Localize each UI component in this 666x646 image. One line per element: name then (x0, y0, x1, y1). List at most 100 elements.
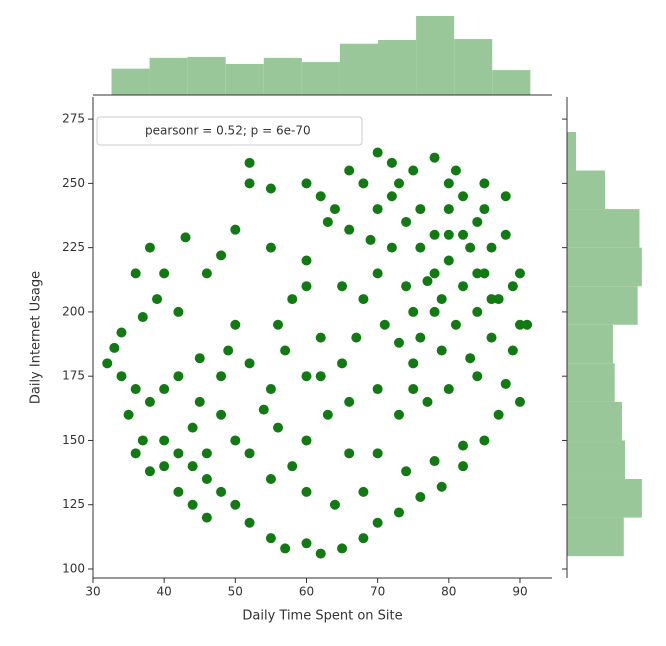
point (514, 396, 525, 407)
point (322, 216, 333, 227)
x-tick-label: 90 (512, 585, 527, 599)
point (422, 396, 433, 407)
point (216, 486, 227, 497)
hist-bar (567, 479, 642, 518)
point (408, 306, 419, 317)
hist-bar (567, 247, 642, 287)
point (230, 435, 241, 446)
point (408, 358, 419, 369)
point (479, 178, 490, 189)
point (372, 517, 383, 528)
point (344, 165, 355, 176)
point (130, 384, 141, 395)
point (329, 499, 340, 510)
point (415, 332, 426, 343)
point (472, 371, 483, 382)
point (358, 486, 369, 497)
point (123, 409, 134, 420)
point (522, 319, 533, 330)
point (372, 268, 383, 279)
point (379, 319, 390, 330)
point (365, 234, 376, 245)
point (394, 507, 404, 518)
point (479, 268, 490, 279)
point (301, 255, 312, 266)
point (301, 486, 312, 497)
point (216, 371, 227, 382)
point (465, 353, 476, 364)
point (301, 178, 312, 189)
x-tick-label: 70 (370, 585, 385, 599)
hist-bar (149, 57, 188, 95)
point (194, 353, 205, 364)
point (450, 319, 461, 330)
point (144, 466, 155, 477)
point (265, 474, 276, 485)
point (372, 204, 383, 215)
point (173, 306, 184, 317)
x-tick-label: 80 (441, 585, 456, 599)
x-axis-label: Daily Time Spent on Site (242, 609, 402, 624)
point (216, 409, 227, 420)
x-tick-label: 60 (299, 585, 314, 599)
point (337, 358, 348, 369)
point (265, 183, 276, 194)
point (315, 371, 326, 382)
point (280, 345, 291, 356)
point (273, 422, 284, 433)
point (116, 371, 127, 382)
point (201, 474, 212, 485)
y-tick-label: 175 (62, 369, 85, 383)
hist-bar (378, 39, 417, 95)
point (216, 250, 227, 261)
point (116, 327, 127, 338)
point (514, 319, 525, 330)
point (159, 461, 170, 472)
point (201, 448, 212, 459)
point (479, 435, 490, 446)
point (372, 448, 383, 459)
point (180, 232, 191, 243)
point (500, 229, 511, 240)
point (507, 281, 518, 292)
point (351, 332, 362, 343)
point (159, 435, 170, 446)
point (358, 533, 369, 544)
legend-box (96, 116, 363, 146)
point (394, 178, 404, 189)
y-tick-label: 250 (62, 176, 85, 190)
point (337, 281, 348, 292)
point (401, 281, 412, 292)
point (159, 384, 170, 395)
point (102, 358, 113, 369)
point (493, 294, 504, 305)
hist-bar (567, 131, 577, 171)
point (429, 306, 440, 317)
y-axis-label: Daily Internet Usage (29, 271, 44, 404)
hist-bar (567, 363, 615, 402)
point (514, 268, 525, 279)
hist-bar (567, 324, 613, 364)
point (386, 242, 397, 253)
point (187, 461, 198, 472)
point (372, 384, 383, 395)
point (194, 396, 205, 407)
point (443, 178, 454, 189)
point (187, 499, 198, 510)
point (265, 384, 276, 395)
point (230, 224, 241, 235)
point (436, 481, 447, 492)
point (436, 345, 447, 356)
point (258, 404, 269, 415)
point (358, 178, 369, 189)
hist-bar (567, 517, 624, 557)
point (458, 281, 469, 292)
point (244, 448, 255, 459)
point (372, 147, 383, 158)
point (244, 517, 255, 528)
point (394, 337, 404, 348)
point (429, 229, 440, 240)
point (479, 204, 490, 215)
point (322, 409, 333, 420)
